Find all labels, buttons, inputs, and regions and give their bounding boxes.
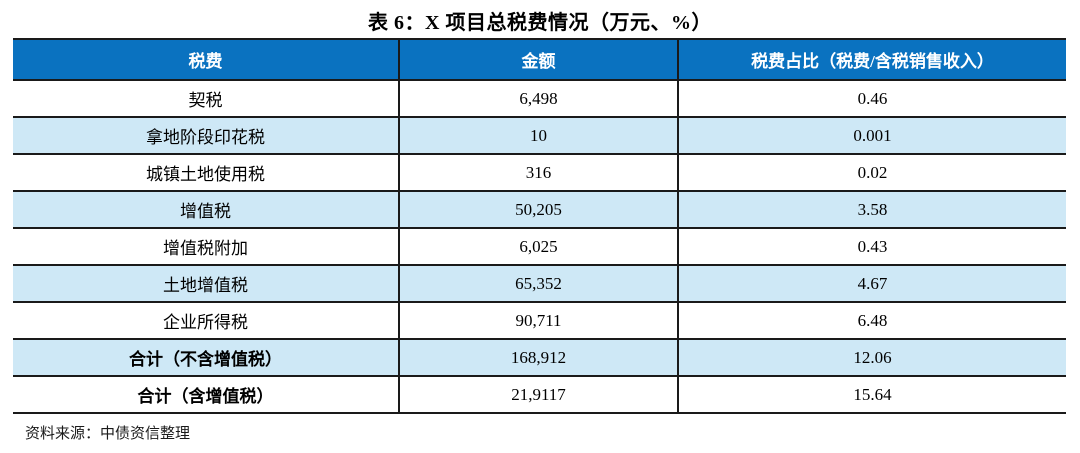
cell-amount: 6,025 — [398, 227, 679, 265]
cell-tax-label: 合计（含增值税） — [13, 375, 399, 413]
source-note: 资料来源：中债资信整理 — [25, 425, 191, 442]
cell-tax-label: 合计（不含增值税） — [13, 338, 399, 376]
cell-tax-label: 企业所得税 — [13, 301, 399, 339]
table-row-total-incl-vat: 合计（含增值税） 21,9117 15.64 — [13, 375, 1066, 413]
cell-amount: 10 — [398, 116, 679, 154]
header-row: 税费 金额 税费占比（税费/含税销售收入） — [13, 38, 1066, 80]
cell-tax-label: 契税 — [13, 79, 399, 117]
tax-table: 税费 金额 税费占比（税费/含税销售收入） 契税 6,498 0.46 拿地阶段… — [13, 38, 1066, 414]
cell-ratio: 4.67 — [678, 264, 1066, 302]
cell-ratio: 0.001 — [678, 116, 1066, 154]
table-row: 契税 6,498 0.46 — [13, 79, 1066, 117]
cell-amount: 90,711 — [398, 301, 679, 339]
cell-ratio: 0.43 — [678, 227, 1066, 265]
cell-amount: 168,912 — [398, 338, 679, 376]
table-row: 拿地阶段印花税 10 0.001 — [13, 116, 1066, 154]
cell-ratio: 0.46 — [678, 79, 1066, 117]
table-title: 表 6：X 项目总税费情况（万元、%） — [368, 12, 712, 34]
table-row: 城镇土地使用税 316 0.02 — [13, 153, 1066, 191]
header-cell-tax: 税费 — [13, 38, 399, 80]
cell-ratio: 15.64 — [678, 375, 1066, 413]
tax-table-container: 税费 金额 税费占比（税费/含税销售收入） 契税 6,498 0.46 拿地阶段… — [13, 38, 1066, 414]
cell-tax-label: 土地增值税 — [13, 264, 399, 302]
table-row: 企业所得税 90,711 6.48 — [13, 301, 1066, 339]
cell-amount: 65,352 — [398, 264, 679, 302]
cell-amount: 6,498 — [398, 79, 679, 117]
cell-ratio: 12.06 — [678, 338, 1066, 376]
cell-amount: 316 — [398, 153, 679, 191]
table-row-total-excl-vat: 合计（不含增值税） 168,912 12.06 — [13, 338, 1066, 376]
cell-amount: 50,205 — [398, 190, 679, 228]
table-row: 增值税 50,205 3.58 — [13, 190, 1066, 228]
cell-tax-label: 增值税附加 — [13, 227, 399, 265]
cell-tax-label: 拿地阶段印花税 — [13, 116, 399, 154]
table-row: 土地增值税 65,352 4.67 — [13, 264, 1066, 302]
cell-amount: 21,9117 — [398, 375, 679, 413]
cell-ratio: 3.58 — [678, 190, 1066, 228]
cell-ratio: 0.02 — [678, 153, 1066, 191]
header-cell-amount: 金额 — [398, 38, 679, 80]
header-cell-ratio: 税费占比（税费/含税销售收入） — [678, 38, 1066, 80]
cell-tax-label: 城镇土地使用税 — [13, 153, 399, 191]
cell-tax-label: 增值税 — [13, 190, 399, 228]
table-row: 增值税附加 6,025 0.43 — [13, 227, 1066, 265]
cell-ratio: 6.48 — [678, 301, 1066, 339]
